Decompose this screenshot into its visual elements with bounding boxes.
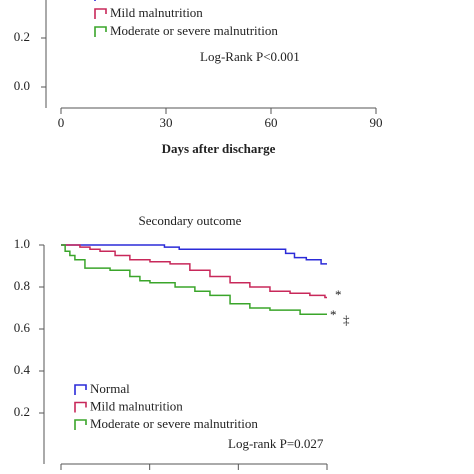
- y-tick-label: 1.0: [14, 236, 30, 251]
- legend-label: Mild malnutrition: [90, 398, 183, 413]
- legend-symbol: [94, 8, 107, 19]
- legend-symbol: [74, 419, 87, 430]
- y-tick-label: 0.4: [14, 362, 31, 377]
- legend-label: Moderate or severe malnutrition: [90, 416, 258, 431]
- survival-curve: [61, 244, 327, 299]
- x-axis-label: Days after discharge: [162, 141, 276, 156]
- legend-label: Moderate or severe malnutrition: [110, 23, 278, 38]
- significance-marker: *: [335, 287, 342, 302]
- survival-curve: [61, 244, 327, 265]
- legend-label: Normal: [90, 381, 130, 396]
- annotation: Log-rank P=0.027: [228, 436, 324, 451]
- y-tick-label: 0.2: [14, 29, 30, 44]
- survival-curve: [61, 244, 327, 316]
- x-tick-label: 30: [160, 115, 173, 130]
- y-tick-label: 0.6: [14, 320, 31, 335]
- x-tick-label: 0: [58, 115, 65, 130]
- y-tick-label: 0.8: [14, 278, 30, 293]
- legend-symbol: [94, 26, 107, 37]
- significance-marker: *: [330, 307, 337, 322]
- y-tick-label: 0.0: [14, 78, 30, 93]
- legend-symbol: [74, 401, 87, 413]
- significance-marker: ‡: [343, 312, 350, 327]
- annotation: Log-Rank P<0.001: [200, 49, 300, 64]
- y-tick-label: 0.2: [14, 404, 30, 419]
- legend-symbol: [74, 384, 87, 395]
- legend-label: Normal: [110, 0, 150, 2]
- legend-label: Mild malnutrition: [110, 5, 203, 20]
- legend-symbol: [94, 0, 96, 1]
- chart-title: Secondary outcome: [139, 213, 242, 228]
- x-tick-label: 90: [370, 115, 383, 130]
- x-tick-label: 60: [265, 115, 278, 130]
